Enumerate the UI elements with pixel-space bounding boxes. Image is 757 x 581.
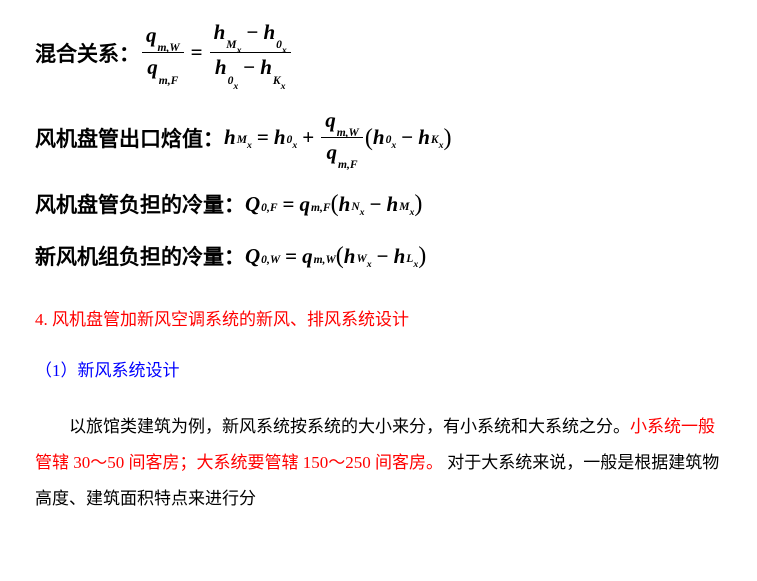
formula-fancoil-math: Q0,F = qm,F (hNx−hMx) [245, 190, 422, 218]
section4-sub1: （1）新风系统设计 [35, 356, 722, 381]
formula-mix-math: qm,W qm,F = hMx−h0x h0x−hKx [140, 20, 293, 86]
formula-mix-row: 混合关系： qm,W qm,F = hMx−h0x h0x−hKx [35, 20, 722, 86]
section4-title: 4. 风机盘管加新风空调系统的新风、排风系统设计 [35, 305, 722, 330]
formula-fancoil-row: 风机盘管负担的冷量： Q0,F = qm,F (hNx−hMx) [35, 189, 722, 219]
formula-fancoil-label: 风机盘管负担的冷量： [35, 189, 245, 219]
formula-outlet-row: 风机盘管出口焓值： hMx = h0x + qm,W qm,F (h0x−hKx… [35, 108, 722, 167]
formula-fresh-row: 新风机组负担的冷量： Q0,W = qm,W (hWx−hLx) [35, 241, 722, 271]
formula-mix-label: 混合关系： [35, 38, 140, 68]
section4-paragraph: 以旅馆类建筑为例，新风系统按系统的大小来分，有小系统和大系统之分。小系统一般管辖… [35, 409, 722, 516]
formula-outlet-label: 风机盘管出口焓值： [35, 123, 224, 153]
formula-outlet-math: hMx = h0x + qm,W qm,F (h0x−hKx) [224, 108, 452, 167]
para-lead: 以旅馆类建筑为例，新风系统按系统的大小来分，有小系统和大系统之分。 [69, 417, 630, 436]
formula-fresh-label: 新风机组负担的冷量： [35, 241, 245, 271]
formula-fresh-math: Q0,W = qm,W (hWx−hLx) [245, 242, 426, 270]
